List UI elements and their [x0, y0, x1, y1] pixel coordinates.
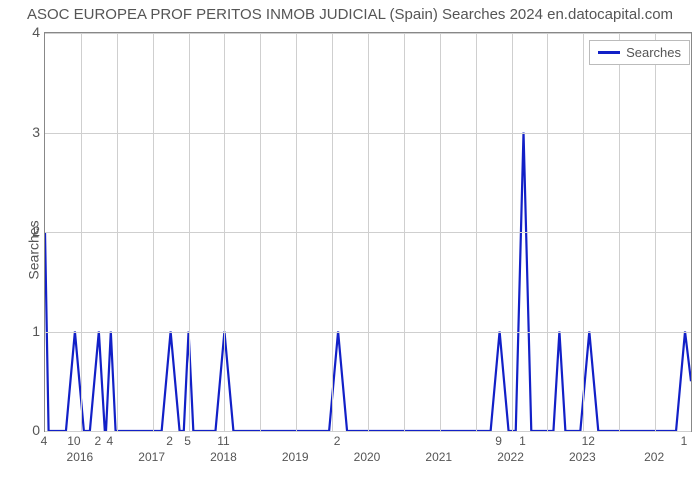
- gridline-vertical: [153, 33, 154, 431]
- x-year-tick: 2017: [138, 450, 165, 464]
- gridline-vertical: [440, 33, 441, 431]
- x-year-tick: 2016: [67, 450, 94, 464]
- gridline-vertical: [655, 33, 656, 431]
- chart-container: ASOC EUROPEA PROF PERITOS INMOB JUDICIAL…: [0, 0, 700, 500]
- gridline-vertical: [619, 33, 620, 431]
- chart-title: ASOC EUROPEA PROF PERITOS INMOB JUDICIAL…: [0, 6, 700, 23]
- gridline-vertical: [81, 33, 82, 431]
- x-year-tick: 2023: [569, 450, 596, 464]
- gridline-vertical: [117, 33, 118, 431]
- y-tick-label: 4: [10, 24, 40, 40]
- legend-swatch: [598, 51, 620, 54]
- x-value-tick: 2: [334, 434, 341, 448]
- x-year-tick: 2018: [210, 450, 237, 464]
- gridline-vertical: [332, 33, 333, 431]
- gridline-vertical: [224, 33, 225, 431]
- x-year-tick: 202: [644, 450, 664, 464]
- gridline-vertical: [512, 33, 513, 431]
- y-tick-label: 2: [10, 223, 40, 239]
- y-tick-label: 1: [10, 323, 40, 339]
- x-year-tick: 2021: [425, 450, 452, 464]
- y-tick-label: 0: [10, 422, 40, 438]
- legend-label: Searches: [626, 45, 681, 60]
- gridline-vertical: [476, 33, 477, 431]
- x-value-tick: 5: [184, 434, 191, 448]
- x-value-tick: 1: [519, 434, 526, 448]
- y-tick-label: 3: [10, 124, 40, 140]
- x-value-tick: 2: [166, 434, 173, 448]
- plot-area: [44, 32, 692, 432]
- gridline-vertical: [547, 33, 548, 431]
- gridline-vertical: [189, 33, 190, 431]
- x-value-tick: 4: [106, 434, 113, 448]
- x-value-tick: 11: [217, 434, 229, 448]
- x-value-tick: 9: [495, 434, 502, 448]
- x-year-tick: 2022: [497, 450, 524, 464]
- gridline-horizontal: [45, 431, 691, 432]
- gridline-vertical: [260, 33, 261, 431]
- x-value-tick: 4: [41, 434, 48, 448]
- gridline-vertical: [583, 33, 584, 431]
- x-value-tick: 2: [94, 434, 101, 448]
- x-year-tick: 2020: [354, 450, 381, 464]
- x-value-tick: 1: [681, 434, 688, 448]
- legend: Searches: [589, 40, 690, 65]
- gridline-vertical: [296, 33, 297, 431]
- gridline-vertical: [368, 33, 369, 431]
- x-value-tick: 12: [582, 434, 595, 448]
- x-year-tick: 2019: [282, 450, 309, 464]
- x-value-tick: 10: [67, 434, 80, 448]
- gridline-vertical: [404, 33, 405, 431]
